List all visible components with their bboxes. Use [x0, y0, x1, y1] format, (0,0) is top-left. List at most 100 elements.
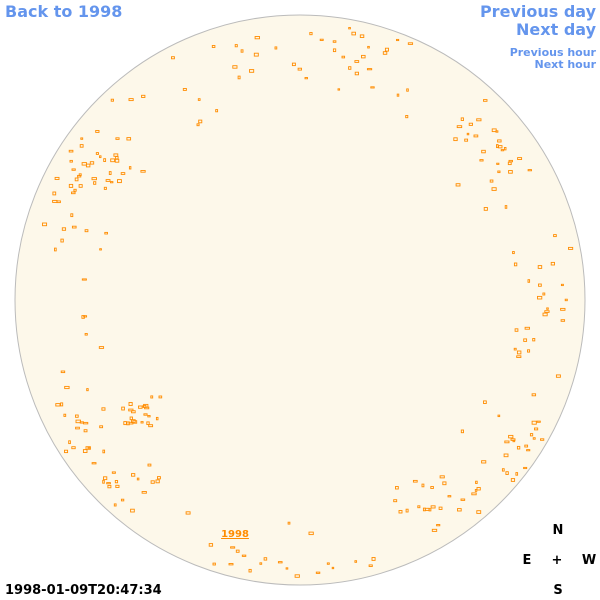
previous-day-link[interactable]: Previous day [480, 2, 597, 21]
feature-contour [512, 251, 515, 255]
feature-contour [544, 310, 550, 313]
feature-contour [60, 238, 64, 243]
feature-contour [74, 177, 79, 182]
feature-contour [128, 402, 133, 406]
next-hour-link[interactable]: Next hour [535, 58, 597, 71]
feature-contour [453, 137, 458, 142]
feature-contour [560, 319, 566, 322]
feature-contour [495, 130, 499, 133]
feature-contour [147, 415, 151, 418]
previous-hour-link[interactable]: Previous hour [510, 46, 597, 59]
feature-contour [110, 98, 114, 102]
feature-contour [130, 508, 135, 513]
feature-contour [532, 437, 536, 440]
feature-contour [294, 574, 300, 578]
feature-contour [455, 183, 461, 187]
feature-contour [82, 449, 88, 453]
feature-contour [120, 172, 126, 175]
feature-contour [249, 69, 255, 73]
feature-contour [354, 560, 358, 563]
feature-contour [412, 479, 418, 483]
feature-contour [144, 406, 150, 410]
feature-contour [309, 32, 313, 36]
feature-contour [54, 176, 60, 180]
feature-contour [406, 88, 409, 92]
feature-contour [132, 420, 138, 424]
feature-contour [517, 157, 523, 160]
feature-contour [367, 45, 370, 49]
feature-contour [510, 438, 516, 441]
feature-contour [473, 134, 479, 138]
feature-contour [430, 486, 434, 489]
feature-contour [85, 446, 91, 450]
feature-contour [105, 179, 111, 182]
feature-contour [234, 44, 238, 48]
feature-contour [83, 315, 88, 318]
feature-contour [337, 88, 341, 91]
feature-contour [120, 498, 125, 502]
feature-contour [237, 75, 241, 80]
feature-contour [287, 521, 291, 525]
feature-contour [111, 471, 116, 474]
feature-contour [497, 414, 501, 418]
feature-contour [516, 355, 522, 358]
feature-contour [84, 333, 88, 336]
feature-contour [476, 487, 481, 491]
feature-contour [315, 571, 321, 574]
feature-contour [110, 158, 116, 163]
feature-contour [537, 265, 543, 269]
feature-contour [460, 429, 464, 434]
feature-contour [185, 511, 191, 515]
feature-contour [98, 346, 105, 349]
back-link[interactable]: Back to 1998 [5, 2, 122, 21]
feature-contour [422, 507, 426, 512]
feature-contour [526, 449, 531, 452]
feature-contour [460, 498, 466, 501]
feature-contour [457, 508, 462, 512]
feature-contour [69, 159, 73, 163]
next-day-link[interactable]: Next day [516, 20, 597, 39]
feature-contour [513, 347, 517, 351]
feature-contour [228, 563, 234, 566]
feature-contour [126, 137, 132, 141]
feature-contour [79, 144, 84, 148]
feature-contour [308, 531, 314, 536]
feature-contour [60, 402, 64, 407]
feature-contour [527, 169, 532, 172]
feature-contour [259, 562, 263, 565]
feature-contour [71, 446, 76, 450]
feature-contour [114, 480, 119, 484]
feature-contour [131, 419, 136, 424]
feature-contour [491, 187, 497, 191]
feature-contour [503, 453, 509, 458]
feature-contour [52, 191, 57, 196]
feature-contour [407, 42, 414, 45]
feature-contour [384, 47, 389, 52]
feature-contour [393, 499, 398, 503]
feature-contour [68, 183, 74, 188]
disk-year-link[interactable]: 1998 [221, 529, 249, 540]
feature-contour [99, 248, 102, 251]
feature-contour [405, 115, 409, 119]
feature-contour [359, 34, 365, 38]
feature-contour [431, 528, 438, 532]
feature-contour [542, 312, 548, 317]
feature-contour [103, 186, 107, 190]
feature-contour [140, 170, 146, 173]
compass-center: + [552, 553, 563, 568]
feature-contour [508, 434, 514, 439]
feature-contour [523, 338, 528, 342]
feature-contour [80, 137, 84, 140]
feature-contour [370, 86, 375, 89]
feature-contour [498, 145, 503, 149]
feature-contour [197, 98, 201, 101]
feature-contour [417, 505, 421, 509]
feature-contour [253, 52, 259, 57]
feature-contour [516, 445, 521, 450]
feature-contour [529, 433, 534, 437]
feature-contour [508, 170, 513, 174]
feature-contour [55, 403, 61, 407]
feature-contour [254, 36, 260, 40]
feature-contour [107, 484, 112, 489]
